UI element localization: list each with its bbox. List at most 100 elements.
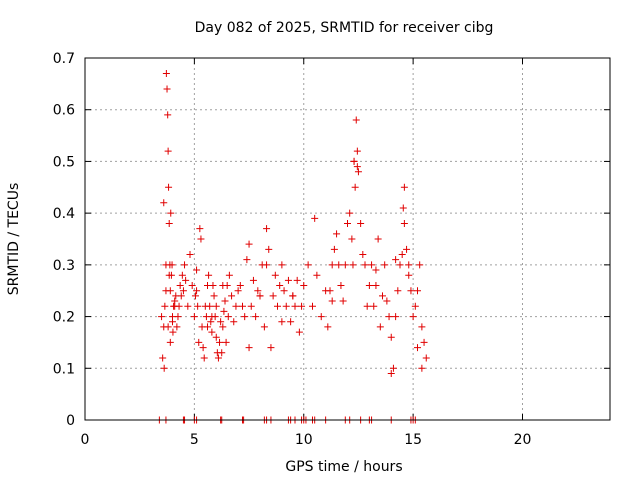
data-point: [219, 282, 227, 290]
data-point: [186, 251, 194, 259]
data-point: [351, 183, 359, 191]
data-point: [166, 338, 174, 346]
data-point: [416, 261, 424, 269]
data-point: [166, 287, 174, 295]
y-tick-label: 0: [66, 413, 75, 429]
data-point: [284, 276, 292, 284]
data-point: [252, 313, 260, 321]
data-point: [400, 183, 408, 191]
data-point: [383, 297, 391, 305]
data-point: [222, 338, 230, 346]
data-point: [418, 364, 426, 372]
data-point: [399, 204, 407, 212]
data-point: [295, 328, 303, 336]
data-point: [188, 282, 196, 290]
data-point: [163, 85, 171, 93]
data-point: [392, 313, 400, 321]
data-point: [282, 302, 290, 310]
data-point: [177, 292, 185, 300]
data-point: [326, 287, 334, 295]
data-point: [276, 282, 284, 290]
data-point: [304, 261, 312, 269]
data-point: [354, 168, 362, 176]
data-point: [176, 282, 184, 290]
data-point: [160, 199, 168, 207]
data-point: [280, 287, 288, 295]
gridlines: [85, 58, 610, 420]
data-point: [169, 328, 177, 336]
y-axis-label: SRMTID / TECUs: [6, 183, 22, 296]
data-point: [396, 261, 404, 269]
data-point: [357, 219, 365, 227]
data-point: [165, 183, 173, 191]
data-point: [161, 302, 169, 310]
data-point: [313, 271, 321, 279]
data-point: [236, 282, 244, 290]
data-point: [407, 287, 415, 295]
data-point: [368, 261, 376, 269]
data-point: [245, 240, 253, 248]
data-point: [381, 261, 389, 269]
data-point: [374, 235, 382, 243]
data-point: [392, 256, 400, 264]
data-point: [159, 354, 167, 362]
data-point: [164, 111, 172, 119]
data-point: [194, 302, 202, 310]
data-point: [341, 261, 349, 269]
x-tick-label: 5: [190, 432, 199, 448]
data-point: [184, 302, 192, 310]
data-point: [212, 333, 220, 341]
data-point: [418, 323, 426, 331]
data-point: [333, 230, 341, 238]
data-point: [218, 349, 226, 357]
data-point: [197, 235, 205, 243]
data-point: [167, 209, 175, 217]
y-tick-label: 0.3: [53, 258, 75, 274]
data-point: [289, 292, 297, 300]
data-point: [389, 364, 397, 372]
data-point: [293, 276, 301, 284]
data-point: [206, 302, 214, 310]
data-point: [420, 338, 428, 346]
x-tick-label: 0: [81, 432, 90, 448]
data-point: [376, 323, 384, 331]
data-point: [287, 318, 295, 326]
data-point: [158, 313, 166, 321]
data-point: [162, 261, 170, 269]
data-point: [195, 338, 203, 346]
data-point: [263, 225, 271, 233]
plot-frame: [84, 57, 611, 421]
data-point: [359, 251, 367, 259]
data-point: [224, 313, 232, 321]
data-point: [361, 261, 369, 269]
data-point: [214, 354, 222, 362]
data-point: [330, 245, 338, 253]
data-point: [221, 297, 229, 305]
data-point: [200, 354, 208, 362]
data-point: [265, 245, 273, 253]
data-point: [267, 344, 275, 352]
data-point: [228, 292, 236, 300]
data-point: [346, 209, 354, 217]
data-point: [216, 338, 224, 346]
data-point: [260, 323, 268, 331]
data-point: [403, 245, 411, 253]
data-point: [249, 276, 257, 284]
data-point: [162, 70, 170, 78]
data-point: [239, 302, 246, 310]
data-point: [422, 354, 430, 362]
data-point: [405, 261, 413, 269]
data-point: [173, 323, 181, 331]
data-point: [317, 313, 325, 321]
y-tick-label: 0.2: [53, 310, 75, 326]
data-point: [196, 225, 204, 233]
data-point: [339, 297, 347, 305]
data-point: [387, 369, 395, 377]
data-point: [372, 282, 380, 290]
data-point: [278, 261, 286, 269]
data-point: [232, 302, 240, 310]
data-point: [365, 282, 373, 290]
data-point: [164, 147, 172, 155]
chart-title: Day 082 of 2025, SRMTID for receiver cib…: [195, 20, 494, 36]
data-point: [274, 302, 281, 310]
